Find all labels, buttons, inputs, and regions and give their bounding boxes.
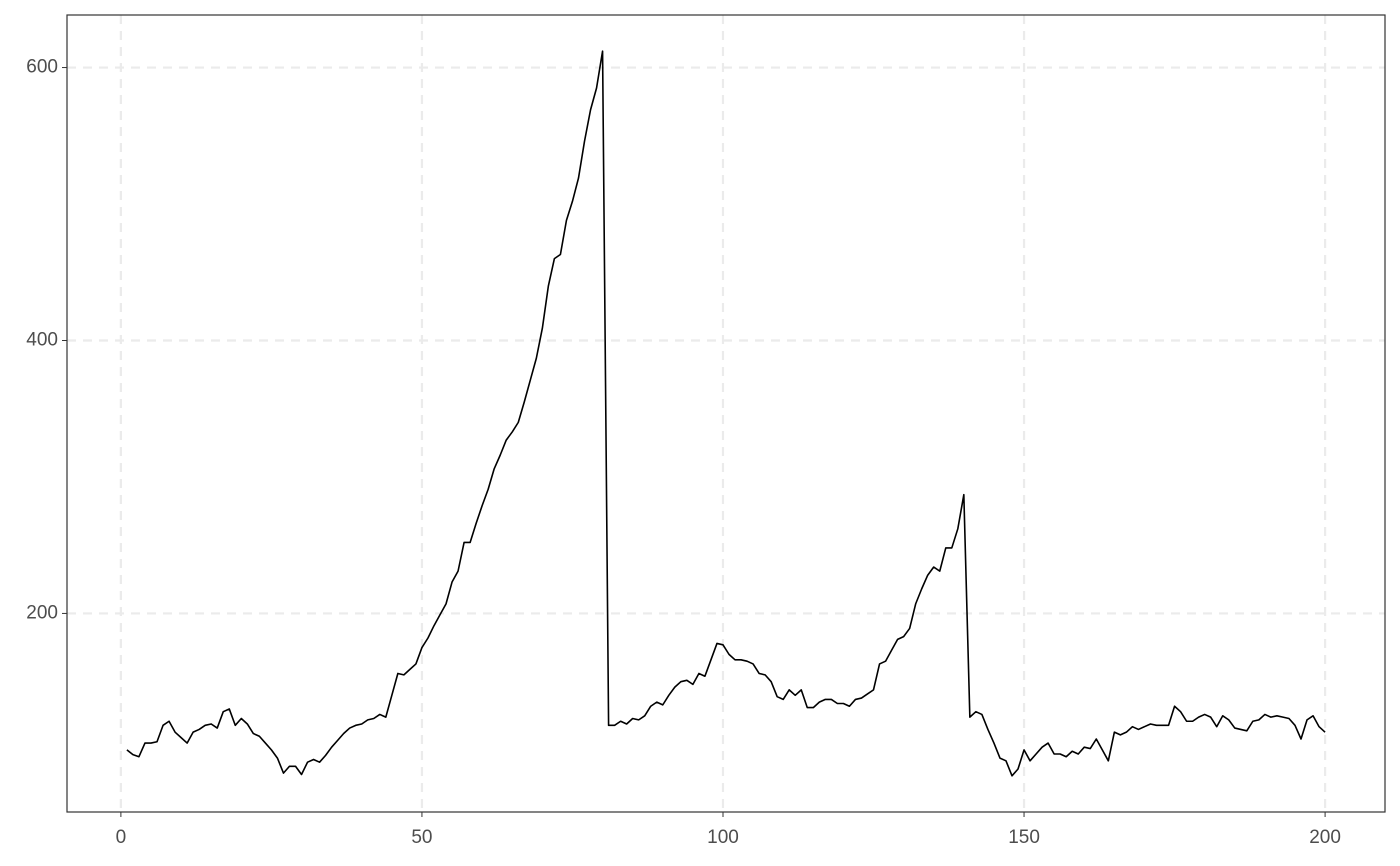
x-tick-label: 0 — [116, 827, 127, 848]
data-line — [126, 50, 1326, 777]
y-tick-label: 600 — [26, 57, 58, 78]
panel-border — [66, 14, 1386, 813]
x-tick-label: 50 — [411, 827, 432, 848]
x-tick-label: 200 — [1309, 827, 1341, 848]
y-tick-label: 200 — [26, 602, 58, 623]
y-tick-label: 400 — [26, 330, 58, 351]
x-tick-label: 100 — [707, 827, 739, 848]
x-tick-label: 150 — [1008, 827, 1040, 848]
